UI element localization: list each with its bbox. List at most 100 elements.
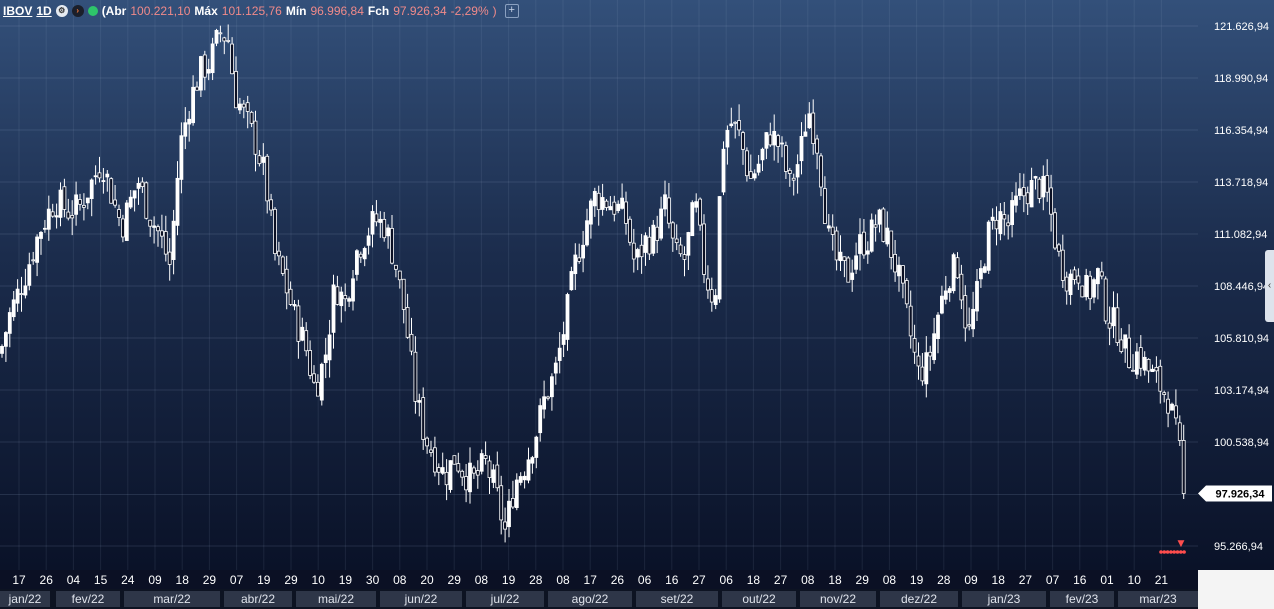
candle-body — [187, 118, 192, 125]
candle-body — [269, 199, 274, 211]
interval-label[interactable]: 1D — [36, 4, 52, 18]
candle-body — [741, 132, 745, 150]
side-panel-toggle-icon[interactable]: ‹ — [1265, 250, 1274, 322]
price-tick-label: 103.174,94 — [1214, 385, 1269, 397]
date-tick-label: 10 — [1128, 573, 1142, 587]
candle-body — [280, 256, 285, 274]
candle-body — [11, 299, 16, 318]
symbol-label[interactable]: IBOV — [3, 4, 33, 18]
month-label: mai/22 — [296, 591, 376, 607]
price-tick-label: 95.266,94 — [1214, 541, 1263, 553]
date-tick-label: 24 — [121, 573, 135, 587]
close-value: 97.926,34 — [393, 4, 447, 18]
candle-body — [327, 334, 332, 361]
date-tick-label: 07 — [230, 573, 244, 587]
candle-body — [210, 43, 215, 74]
candle-body — [507, 500, 511, 528]
candle-body — [82, 204, 86, 208]
candle-body — [877, 209, 882, 225]
candle-body — [686, 232, 691, 256]
candle-body — [893, 253, 897, 273]
candle-body — [592, 191, 597, 207]
candle-body — [171, 220, 176, 260]
candle-body — [717, 196, 722, 300]
candle-body — [912, 338, 917, 353]
candle-body — [312, 373, 316, 383]
date-tick-label: 21 — [1155, 573, 1169, 587]
candle-body — [538, 405, 543, 434]
candle-body — [826, 225, 831, 229]
date-tick-label: 09 — [964, 573, 978, 587]
candle-body — [253, 120, 258, 155]
candle-body — [105, 173, 110, 178]
candle-body — [1002, 214, 1007, 220]
candle-body — [982, 266, 987, 273]
candle-body — [1018, 188, 1022, 196]
candle-body — [901, 265, 905, 284]
candle-body — [690, 202, 695, 237]
candle-body — [1072, 269, 1077, 280]
candle-body — [109, 178, 114, 204]
month-label: nov/22 — [800, 591, 876, 607]
open-label: (Abr — [101, 4, 127, 18]
candle-body — [226, 40, 231, 42]
candle-body — [1057, 244, 1061, 252]
marker-dot — [1169, 550, 1173, 554]
price-axis-background — [1198, 0, 1274, 570]
candle-body — [78, 199, 82, 205]
candle-body — [924, 352, 929, 385]
candle-body — [230, 43, 235, 75]
add-indicator-button[interactable]: + — [504, 4, 519, 18]
candle-body — [1135, 351, 1139, 375]
arrow-icon[interactable]: › — [71, 5, 84, 17]
candle-body — [784, 145, 788, 172]
candle-body — [1142, 356, 1147, 371]
marker-dot — [1175, 550, 1180, 554]
month-label: out/22 — [722, 591, 796, 607]
date-tick-label: 16 — [665, 573, 679, 587]
chart-header: IBOV 1D ⚙ › (Abr 100.221,10 Máx 101.125,… — [3, 3, 519, 19]
candle-body — [1025, 192, 1030, 205]
candle-body — [694, 201, 699, 208]
candle-body — [873, 224, 878, 228]
candle-body — [97, 172, 102, 179]
candle-body — [1181, 440, 1186, 494]
candle-body — [1119, 339, 1124, 352]
candle-body — [635, 249, 640, 258]
candle-body — [300, 326, 305, 341]
candle-body — [975, 281, 979, 312]
date-tick-label: 08 — [475, 573, 489, 587]
date-tick-label: 09 — [148, 573, 162, 587]
candle-body — [667, 197, 671, 224]
date-tick-label: 19 — [339, 573, 353, 587]
candle-body — [23, 285, 28, 296]
candle-body — [35, 236, 39, 263]
candle-body — [842, 256, 847, 261]
candle-body — [670, 222, 675, 239]
candle-body — [1174, 405, 1178, 419]
date-tick-label: 19 — [257, 573, 271, 587]
candle-body — [491, 469, 496, 483]
candle-body — [608, 206, 613, 211]
candle-body — [237, 103, 242, 111]
candle-body — [1127, 337, 1131, 368]
low-value: 96.996,84 — [310, 4, 364, 18]
candle-body — [647, 236, 652, 255]
date-tick-label: 04 — [67, 573, 81, 587]
candle-body — [772, 130, 777, 146]
candle-body — [245, 102, 250, 112]
candle-body — [62, 186, 67, 210]
candle-body — [1158, 365, 1163, 392]
candle-body — [358, 253, 363, 258]
candle-body — [234, 71, 238, 109]
date-tick-label: 27 — [692, 573, 706, 587]
candle-body — [534, 436, 539, 458]
candle-body — [1166, 398, 1170, 414]
price-tick-label: 105.810,94 — [1214, 333, 1269, 345]
close-label: Fch — [367, 4, 390, 18]
candle-body — [764, 132, 769, 149]
candle-body — [499, 485, 504, 521]
settings-icon[interactable]: ⚙ — [55, 5, 68, 17]
date-tick-label: 28 — [529, 573, 543, 587]
